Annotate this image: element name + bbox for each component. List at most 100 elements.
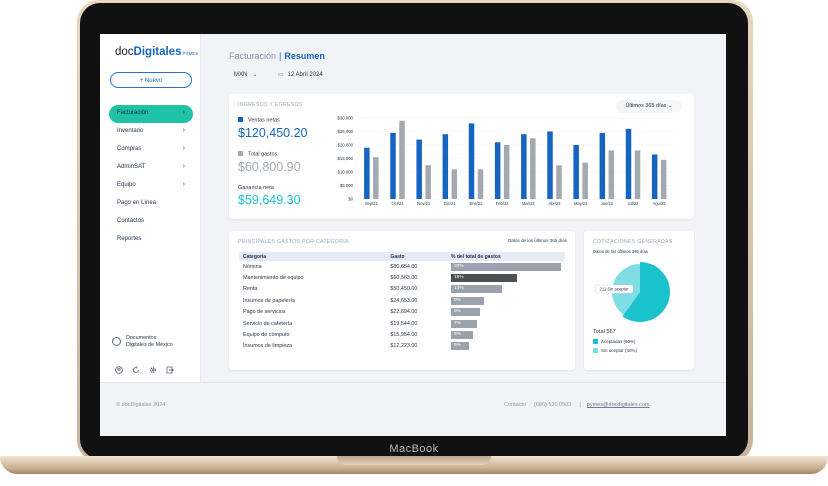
cell-amount: $50,450.00 — [390, 286, 418, 293]
currency-select[interactable]: MXN ⌄ — [234, 71, 257, 78]
x-tick-label: May/22 — [574, 201, 588, 206]
breadcrumb-current: Resumen — [284, 51, 325, 61]
bar-sales[interactable] — [521, 134, 527, 199]
legend-swatch — [593, 348, 598, 353]
bar-sales[interactable] — [625, 128, 632, 199]
x-tick-label: Abr/22 — [548, 201, 561, 206]
bar-expenses[interactable] — [530, 138, 536, 199]
percent-bar: 14% — [451, 285, 502, 294]
sidebar-item-facturacion[interactable]: Facturación › — [109, 105, 193, 123]
cell-percent: 18% — [447, 272, 565, 283]
bar-expenses[interactable] — [425, 165, 431, 199]
bar-sales[interactable] — [599, 132, 606, 199]
footer-phone[interactable]: (686) 520 0503 — [534, 402, 572, 408]
laptop-brand-label: MacBook — [389, 443, 439, 455]
sidebar-item-adminsat[interactable]: AdminSAT › — [109, 159, 193, 177]
expenses-legend-swatch — [238, 151, 243, 156]
chevron-right-icon: › — [182, 109, 185, 116]
range-select[interactable]: Últimos 365 días ⌄ — [616, 100, 682, 113]
date-picker[interactable]: ▭ 12 Abril 2024 — [278, 71, 323, 78]
footer-separator: | — [579, 402, 581, 408]
table-header-row: Categoría Gasto % del total de gastos — [239, 252, 565, 261]
bar-expenses[interactable] — [634, 150, 641, 199]
laptop-notch — [337, 456, 491, 465]
logout-icon[interactable] — [166, 366, 174, 374]
bar-expenses[interactable] — [399, 120, 405, 199]
x-tick-label: Nov/21 — [417, 201, 431, 206]
chevron-right-icon: › — [182, 145, 185, 152]
cell-percent: 5% — [447, 341, 565, 352]
user-icon[interactable] — [115, 366, 123, 374]
pie-tooltip-text: 211 Sin aceptar — [599, 287, 629, 292]
sidebar-item-compras[interactable]: Compras › — [109, 141, 193, 159]
kpi-label-text: Ventas netas — [248, 117, 280, 124]
sidebar-nav: Facturación › Inventario › Compras › AdminS… — [109, 105, 193, 249]
bar-sales[interactable] — [442, 134, 449, 199]
bar-sales[interactable] — [390, 132, 396, 199]
cell-category: Insumos de limpieza — [243, 343, 293, 350]
org-line2: Digitales de México — [126, 342, 173, 348]
logo-suffix: PYMES — [182, 51, 199, 56]
footer-contact: Contacto (686) 520 0503 | pymes@docdigitale… — [504, 402, 650, 408]
refresh-icon[interactable] — [132, 366, 140, 374]
chevron-right-icon: › — [182, 163, 185, 170]
expenses-table: Categoría Gasto % del total de gastos Nó… — [239, 252, 565, 352]
y-tick-label: $25,000 — [337, 129, 353, 134]
bar-sales[interactable] — [573, 145, 579, 199]
range-label: Últimos 365 días — [625, 103, 667, 109]
cell-category: Mantenimiento de equipo — [243, 275, 304, 282]
y-tick-label: $30,000 — [337, 116, 353, 121]
kpi-label: Ventas netas — [238, 117, 308, 124]
sidebar-item-inventario[interactable]: Inventario › — [109, 123, 193, 141]
sidebar-item-equipo[interactable]: Equipo › — [109, 177, 193, 195]
bar-expenses[interactable] — [373, 157, 379, 199]
chevron-down-icon: ⌄ — [667, 103, 673, 109]
new-button[interactable]: + Nuevo — [110, 72, 192, 88]
bar-expenses[interactable] — [477, 169, 484, 199]
kpi-label-text: Total gastos — [248, 151, 278, 158]
calendar-icon: ▭ — [278, 72, 284, 78]
y-tick-label: $5,000 — [340, 183, 354, 188]
bar-sales[interactable] — [468, 123, 475, 199]
cell-percent: 14% — [447, 284, 565, 295]
bar-sales[interactable] — [494, 142, 501, 199]
gear-icon[interactable] — [149, 366, 157, 374]
table-row: Mantenimiento de equipo $60,563.00 18% — [239, 272, 565, 283]
percent-bar: 18% — [451, 274, 517, 283]
table-row: Insumos de papelería $24,653.00 9% — [239, 295, 565, 306]
legend-not-accepted: Sin aceptar (40%) — [593, 348, 637, 353]
kpi-total-expenses: Total gastos $60,800.90 — [238, 151, 301, 174]
bar-expenses[interactable] — [608, 150, 615, 199]
chevron-down-icon: ⌄ — [252, 72, 258, 78]
sidebar-item-reportes[interactable]: Reportes — [109, 231, 193, 249]
app-logo[interactable]: docDigitalesPYMES — [115, 46, 198, 58]
bar-expenses[interactable] — [451, 169, 458, 199]
bar-expenses[interactable] — [503, 145, 510, 199]
x-tick-label: Oct/21 — [391, 201, 404, 206]
bar-sales[interactable] — [651, 154, 658, 199]
percent-bar: 30% — [451, 262, 561, 271]
kpi-value: $59,649.30 — [238, 193, 301, 207]
x-tick-label: Dic/21 — [444, 201, 456, 206]
sidebar-bottom-icons — [115, 361, 183, 379]
bar-sales[interactable] — [416, 139, 422, 199]
kpi-label: Total gastos — [238, 151, 301, 158]
column-header-percent: % del total de gastos — [447, 252, 565, 261]
bar-expenses[interactable] — [582, 162, 588, 199]
legend-label: Sin aceptar (40%) — [601, 348, 638, 353]
x-tick-label: Jun/22 — [601, 201, 614, 206]
pie-slice-accepted[interactable] — [622, 262, 670, 322]
bar-sales[interactable] — [547, 131, 553, 200]
percent-bar: 8% — [451, 308, 480, 317]
breadcrumb: Facturación | Resumen — [229, 51, 325, 61]
bar-expenses[interactable] — [660, 159, 667, 199]
footer-email-link[interactable]: pymes@docdigitales.com — [586, 402, 650, 408]
sidebar-item-contactos[interactable]: Contactos — [109, 213, 193, 231]
bar-sales[interactable] — [364, 147, 370, 199]
bar-expenses[interactable] — [556, 165, 562, 199]
sidebar-item-pago-en-linea[interactable]: Pago en Línea — [109, 195, 193, 213]
footer-copyright: © docDigitales 2024 — [116, 402, 166, 408]
table-row: Equipo de cómputo $15,954.00 6% — [239, 329, 565, 340]
breadcrumb-parent[interactable]: Facturación — [229, 51, 277, 61]
sidebar-item-label: Reportes — [117, 236, 142, 242]
